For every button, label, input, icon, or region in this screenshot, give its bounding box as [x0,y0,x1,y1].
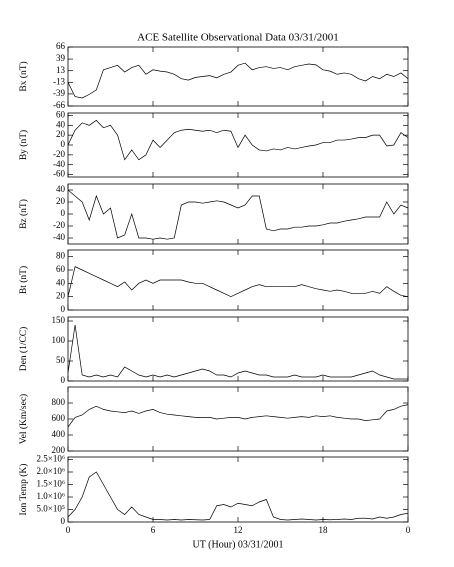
y-tick-label: 0 [61,375,66,385]
y-tick-label: 200 [52,445,66,455]
data-line [67,471,409,521]
data-line [67,62,409,99]
y-tick-label: -20 [53,149,65,159]
y-tick-label: -39 [53,88,65,98]
panel-frame [67,249,409,311]
y-tick-label: 2.0×10⁶ [37,466,65,476]
y-tick-label: 1.5×10⁶ [37,479,65,489]
y-axis-label: Ion Temp (K) [18,464,29,516]
y-tick-label: 2.5×10⁶ [37,454,65,464]
y-axis-label: Bx (nT) [18,61,29,91]
y-tick-label: 39 [56,53,66,63]
panel-frame [67,316,409,382]
y-tick-label: 600 [52,413,66,423]
data-line [67,119,409,161]
y-tick-label: 0 [61,139,66,149]
chart-title: ACE Satellite Observational Data 03/31/2… [137,32,339,44]
y-tick-label: 100 [52,335,66,345]
y-tick-label: 66 [56,41,66,51]
y-tick-label: -40 [53,159,65,169]
y-tick-label: 40 [56,184,66,194]
y-tick-label: 40 [56,119,66,129]
y-tick-label: 60 [56,264,66,274]
y-tick-label: -13 [53,76,65,86]
y-tick-label: 20 [56,196,66,206]
y-tick-label: 400 [52,429,66,439]
y-tick-label: 50 [56,355,66,365]
y-tick-label: -60 [53,169,65,179]
y-tick-label: 5.0×10⁵ [37,504,65,514]
y-tick-label: 40 [56,277,66,287]
y-tick-label: -20 [53,220,65,230]
y-tick-label: 60 [56,110,66,120]
y-tick-label: -66 [53,100,65,110]
y-tick-label: 80 [56,251,66,261]
y-axis-label: Bz (nT) [18,199,29,229]
y-tick-label: 0 [61,516,66,526]
panel-frame [67,183,409,245]
panel-frame [67,456,409,523]
x-tick-label: 12 [234,525,243,535]
x-tick-label: 0 [66,525,71,535]
y-tick-label: 13 [56,65,66,75]
y-tick-label: 800 [52,397,66,407]
data-line [67,266,409,298]
data-line [67,324,408,380]
panel-frame [67,112,409,178]
data-line [67,404,409,428]
y-tick-label: 1.0×10⁶ [37,491,65,501]
y-tick-label: -40 [53,232,65,242]
x-tick-label: 18 [319,525,329,535]
y-tick-label: 20 [56,129,66,139]
y-axis-label: Bt (nT) [18,266,29,294]
data-line [67,189,409,240]
x-tick-label: 6 [151,525,156,535]
y-tick-label: 150 [52,315,66,325]
y-tick-label: 0 [61,208,66,218]
x-axis-label: UT (Hour) 03/31/2001 [193,539,284,550]
y-axis-label: Den (1/CC) [18,327,29,372]
y-tick-label: 20 [56,291,66,301]
panel-frame [67,46,409,107]
y-tick-label: 0 [61,304,66,314]
y-axis-label: By (nT) [18,130,29,160]
x-tick-label: 0 [406,525,411,535]
y-axis-label: Vel (Km/sec) [18,394,29,444]
